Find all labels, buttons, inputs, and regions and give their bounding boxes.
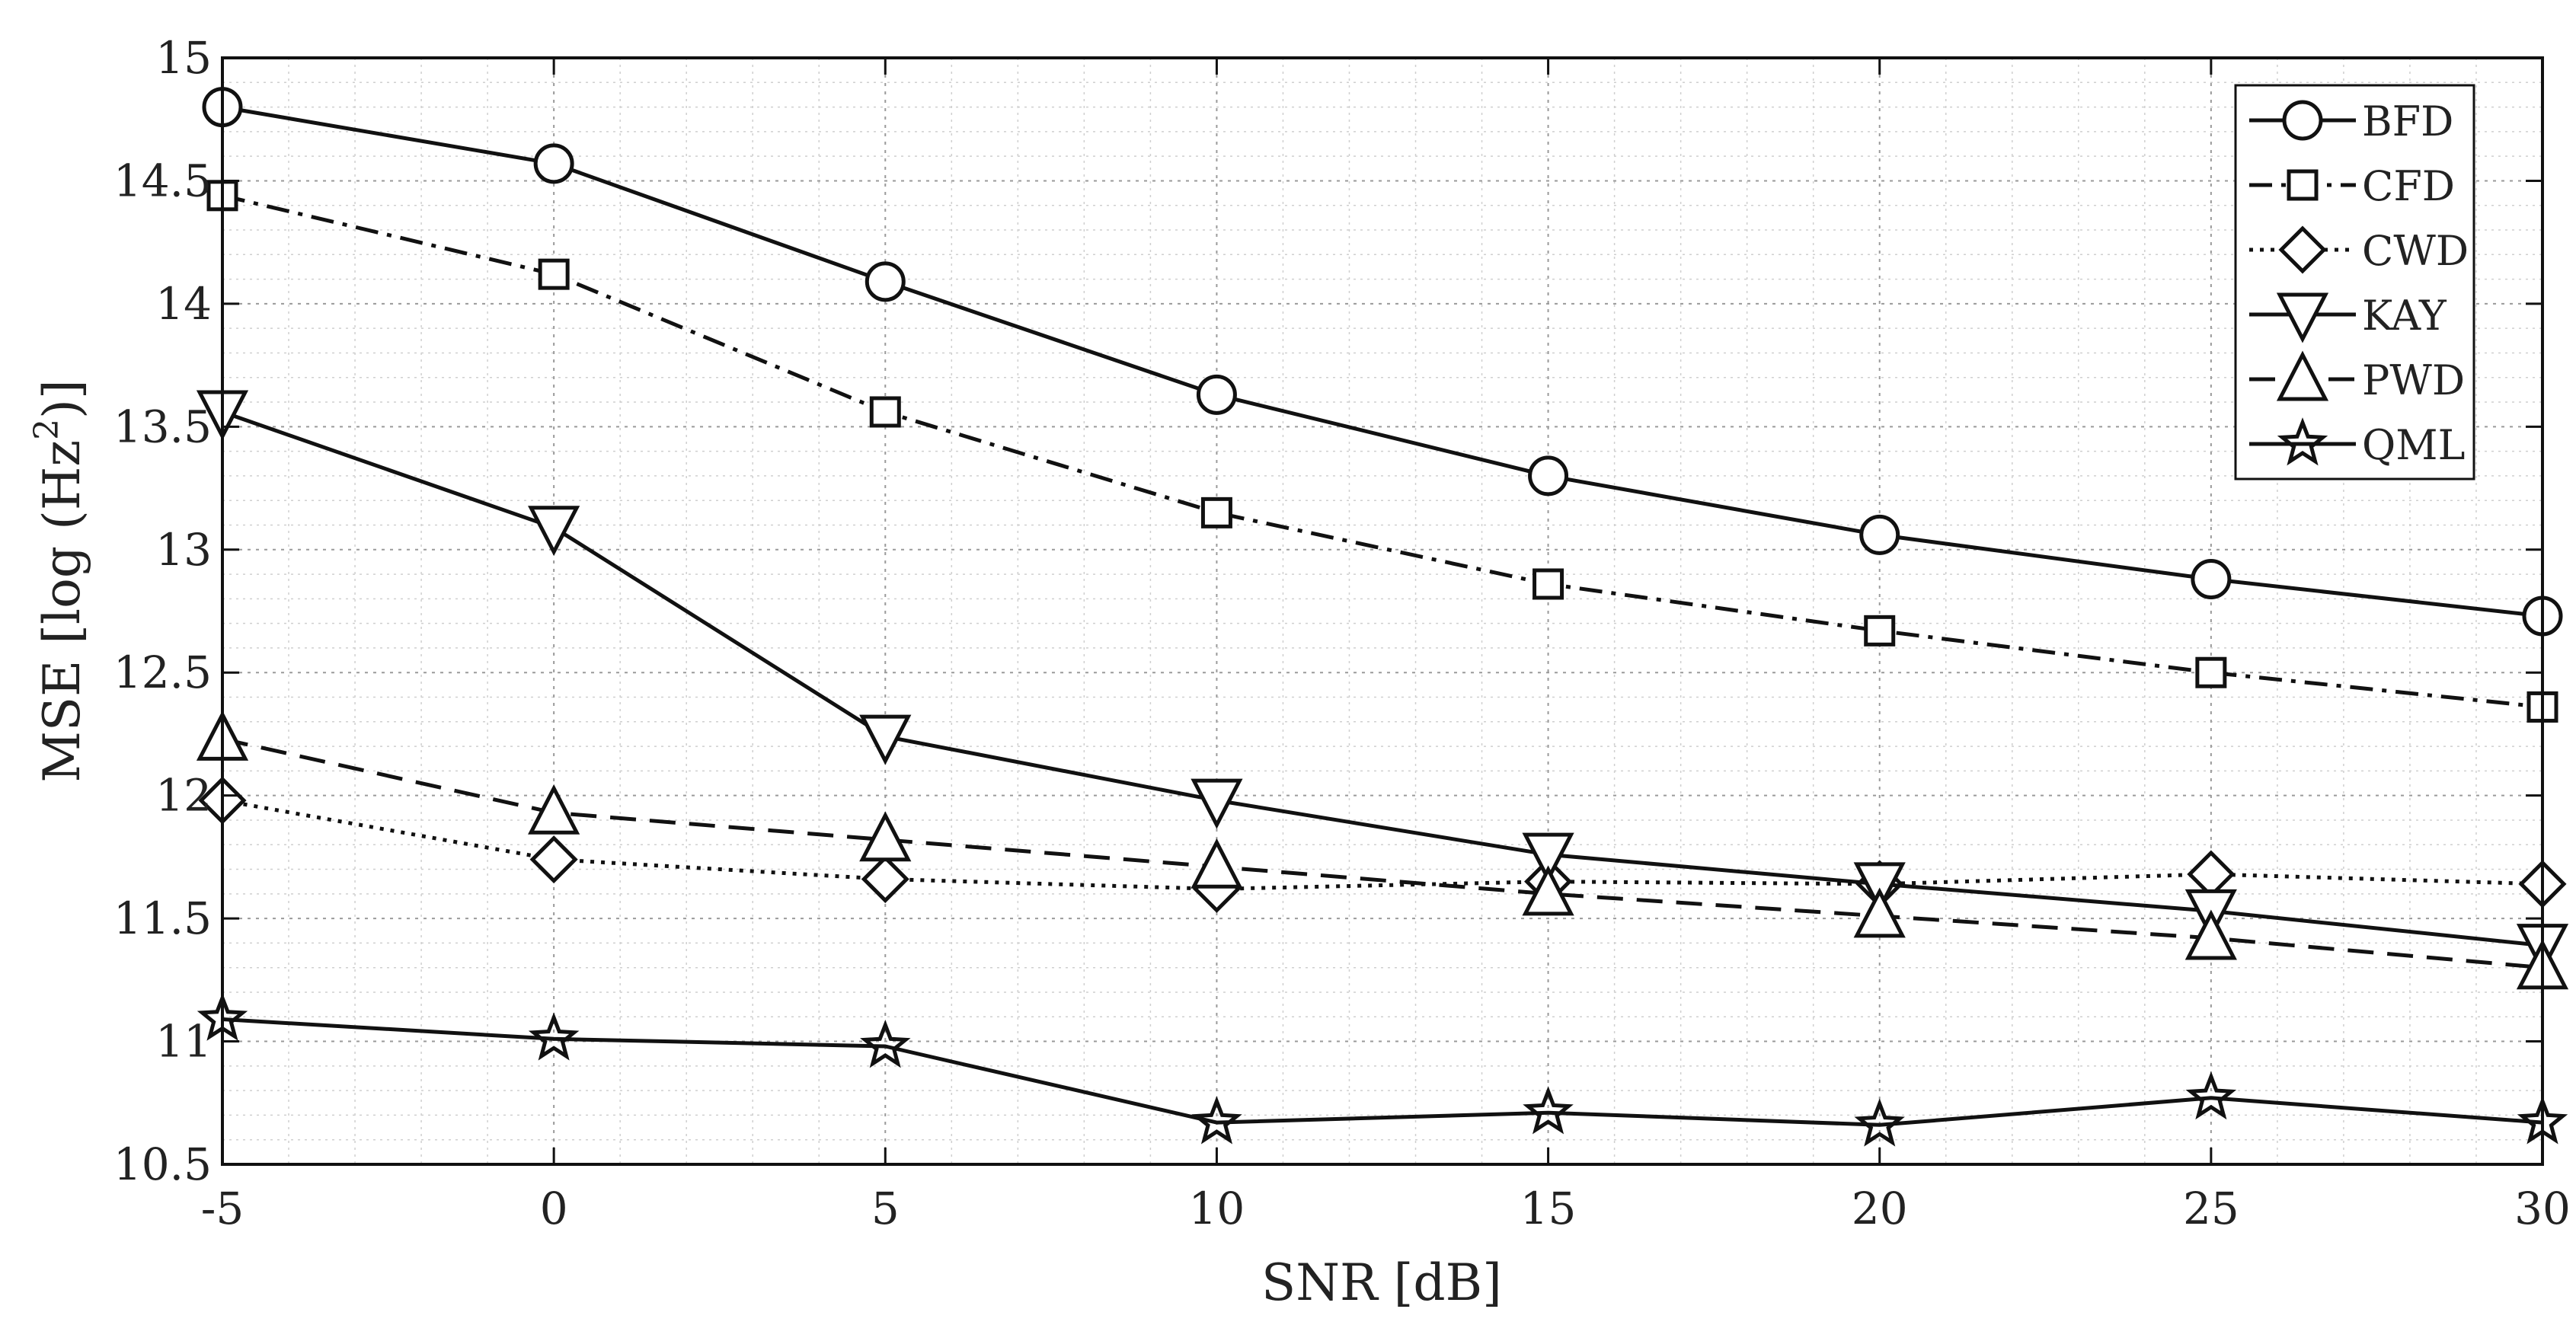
- legend-item-qml: QML: [2249, 417, 2465, 469]
- x-tick-label: 10: [1189, 1183, 1245, 1234]
- bfd-point: [1859, 514, 1900, 555]
- pwd-line: [222, 736, 2543, 970]
- y-tick-label: 15: [155, 32, 212, 84]
- x-tick-label: 5: [871, 1183, 900, 1234]
- qml-point: [1191, 1096, 1242, 1145]
- cfd-point: [1200, 496, 1232, 528]
- x-tick-label: 30: [2514, 1183, 2571, 1234]
- series-qml: [197, 992, 2568, 1147]
- y-tick-label: 14: [155, 278, 212, 330]
- legend-item-cfd: CFD: [2249, 162, 2455, 210]
- cfd-point: [1532, 568, 1564, 600]
- qml-point: [1523, 1086, 1574, 1135]
- kay-line: [222, 410, 2543, 948]
- pwd-point: [859, 811, 912, 862]
- bfd-point: [2191, 559, 2232, 600]
- kay-point: [1522, 832, 1574, 883]
- legend-label-cwd: CWD: [2362, 227, 2469, 275]
- plot-frame: [221, 56, 2544, 1166]
- kay-point: [1853, 862, 1906, 913]
- qml-line: [222, 1017, 2543, 1127]
- y-tick-label: 12.5: [113, 647, 212, 698]
- cfd-point: [2195, 656, 2227, 688]
- x-tick-label: 25: [2183, 1183, 2239, 1234]
- qml-point: [860, 1020, 911, 1068]
- y-axis-label-suffix: )]: [33, 379, 91, 419]
- major-grid: [222, 57, 2543, 1165]
- legend-item-bfd: BFD: [2249, 97, 2453, 145]
- legend: BFD CFD CWD KAY PWD QML: [2234, 84, 2475, 481]
- legend-marker-cfd: [2287, 169, 2319, 201]
- series-layer: [196, 87, 2569, 1147]
- kay-point: [528, 506, 580, 557]
- legend-marker-pwd: [2276, 350, 2329, 401]
- bfd-point: [865, 261, 906, 302]
- bfd-point: [1528, 455, 1569, 496]
- y-tick-label: 13.5: [113, 401, 212, 452]
- y-axis-label: MSE [log (Hz2)]: [27, 379, 91, 782]
- y-tick-label: 14.5: [113, 155, 212, 206]
- bfd-point: [1196, 374, 1237, 415]
- bfd-line: [222, 105, 2543, 618]
- x-axis-label: SNR [dB]: [1261, 1253, 1502, 1312]
- y-tick-label: 11.5: [113, 892, 212, 944]
- y-tick-labels: 10.5 11 11.5 12 12.5 13 13.5 14 14.5 15: [113, 32, 212, 1190]
- cfd-point: [1864, 615, 1896, 647]
- y-axis-label-superscript: 2: [27, 419, 66, 440]
- y-tick-label: 11: [155, 1016, 212, 1068]
- y-tick-label: 12: [155, 770, 212, 822]
- qml-point: [2185, 1071, 2237, 1120]
- legend-item-cwd: CWD: [2249, 225, 2469, 275]
- legend-box: [2234, 84, 2475, 481]
- legend-items: BFD CFD CWD KAY PWD QML: [2249, 97, 2469, 469]
- legend-label-pwd: PWD: [2362, 356, 2465, 404]
- y-tick-label: 13: [155, 524, 212, 576]
- legend-item-pwd: PWD: [2249, 350, 2465, 404]
- x-tick-label: 0: [540, 1183, 568, 1234]
- cfd-point: [869, 396, 901, 428]
- legend-item-kay: KAY: [2249, 292, 2447, 343]
- kay-point: [1191, 778, 1243, 829]
- qml-point: [528, 1012, 580, 1061]
- cwd-line: [222, 798, 2543, 891]
- kay-point: [859, 714, 912, 765]
- x-tick-label: 20: [1852, 1183, 1908, 1234]
- legend-marker-cwd: [2278, 225, 2327, 274]
- tick-marks: [221, 56, 2544, 1166]
- cfd-line: [222, 193, 2543, 709]
- legend-label-kay: KAY: [2362, 292, 2447, 340]
- bfd-point: [533, 143, 574, 184]
- qml-point: [1854, 1098, 1905, 1147]
- x-tick-labels: -5 0 5 10 15 20 25 30: [201, 1183, 2571, 1234]
- legend-label-bfd: BFD: [2362, 97, 2453, 145]
- cwd-point: [861, 854, 909, 903]
- pwd-point: [1522, 865, 1574, 916]
- x-tick-label: -5: [201, 1183, 244, 1234]
- series-bfd: [202, 87, 2563, 637]
- pwd-point: [528, 784, 580, 835]
- y-axis-label-prefix: MSE [log (Hz: [33, 440, 91, 783]
- pwd-point: [1853, 887, 1906, 938]
- cfd-point: [538, 258, 570, 290]
- pwd-point: [1191, 838, 1243, 889]
- cwd-point: [2187, 850, 2236, 899]
- legend-label-cfd: CFD: [2362, 162, 2455, 210]
- legend-marker-qml: [2277, 417, 2328, 466]
- y-tick-label: 10.5: [113, 1138, 212, 1190]
- legend-marker-bfd: [2282, 100, 2323, 141]
- minor-grid: [222, 58, 2542, 1164]
- legend-label-qml: QML: [2362, 421, 2465, 469]
- pwd-point: [2184, 909, 2237, 960]
- cwd-point: [529, 835, 578, 884]
- legend-marker-kay: [2276, 292, 2329, 343]
- x-tick-label: 15: [1520, 1183, 1577, 1234]
